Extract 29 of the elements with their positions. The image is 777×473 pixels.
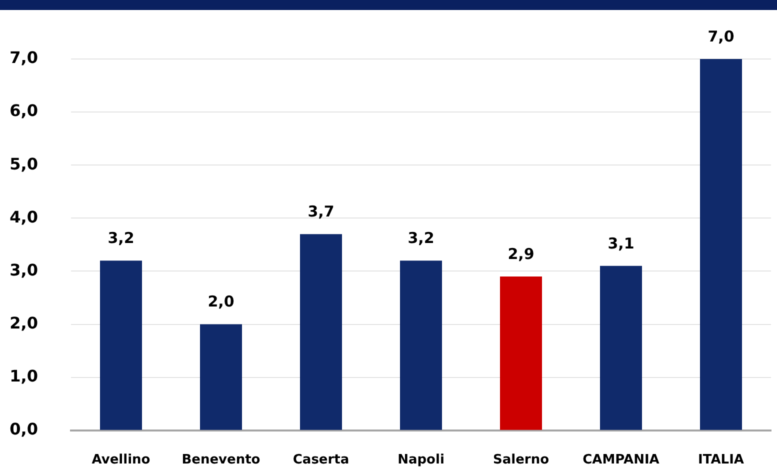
bar <box>600 266 642 430</box>
bar <box>700 59 742 430</box>
y-tick-label: 3,0 <box>10 260 38 280</box>
x-tick-label: Napoli <box>398 452 444 468</box>
x-tick-label: Caserta <box>292 452 350 468</box>
x-tick-label: ITALIA <box>698 452 744 468</box>
x-tick-label: CAMPANIA <box>582 452 660 468</box>
x-tick-label: Benevento <box>182 452 260 468</box>
y-tick-label: 1,0 <box>10 366 38 386</box>
data-label: 7,0 <box>708 27 734 46</box>
x-tick-label: Avellino <box>92 452 150 468</box>
data-label: 3,7 <box>308 202 334 220</box>
data-label: 3,2 <box>108 229 134 248</box>
data-label: 3,2 <box>408 229 434 248</box>
y-tick-label: 5,0 <box>10 154 38 174</box>
data-label: 3,1 <box>608 234 634 252</box>
bar <box>200 324 242 430</box>
data-label: 2,0 <box>208 292 234 311</box>
y-tick-label: 0,0 <box>10 420 38 439</box>
x-tick-label: Salerno <box>492 452 550 468</box>
bar <box>500 276 542 430</box>
y-tick-label: 2,0 <box>10 313 38 332</box>
y-tick-label: 4,0 <box>10 207 38 226</box>
bar <box>100 260 142 430</box>
bar <box>400 260 442 430</box>
y-tick-label: 6,0 <box>10 101 38 120</box>
data-label: 2,9 <box>508 244 534 263</box>
y-tick-label: 7,0 <box>10 48 38 68</box>
bar <box>300 234 342 430</box>
